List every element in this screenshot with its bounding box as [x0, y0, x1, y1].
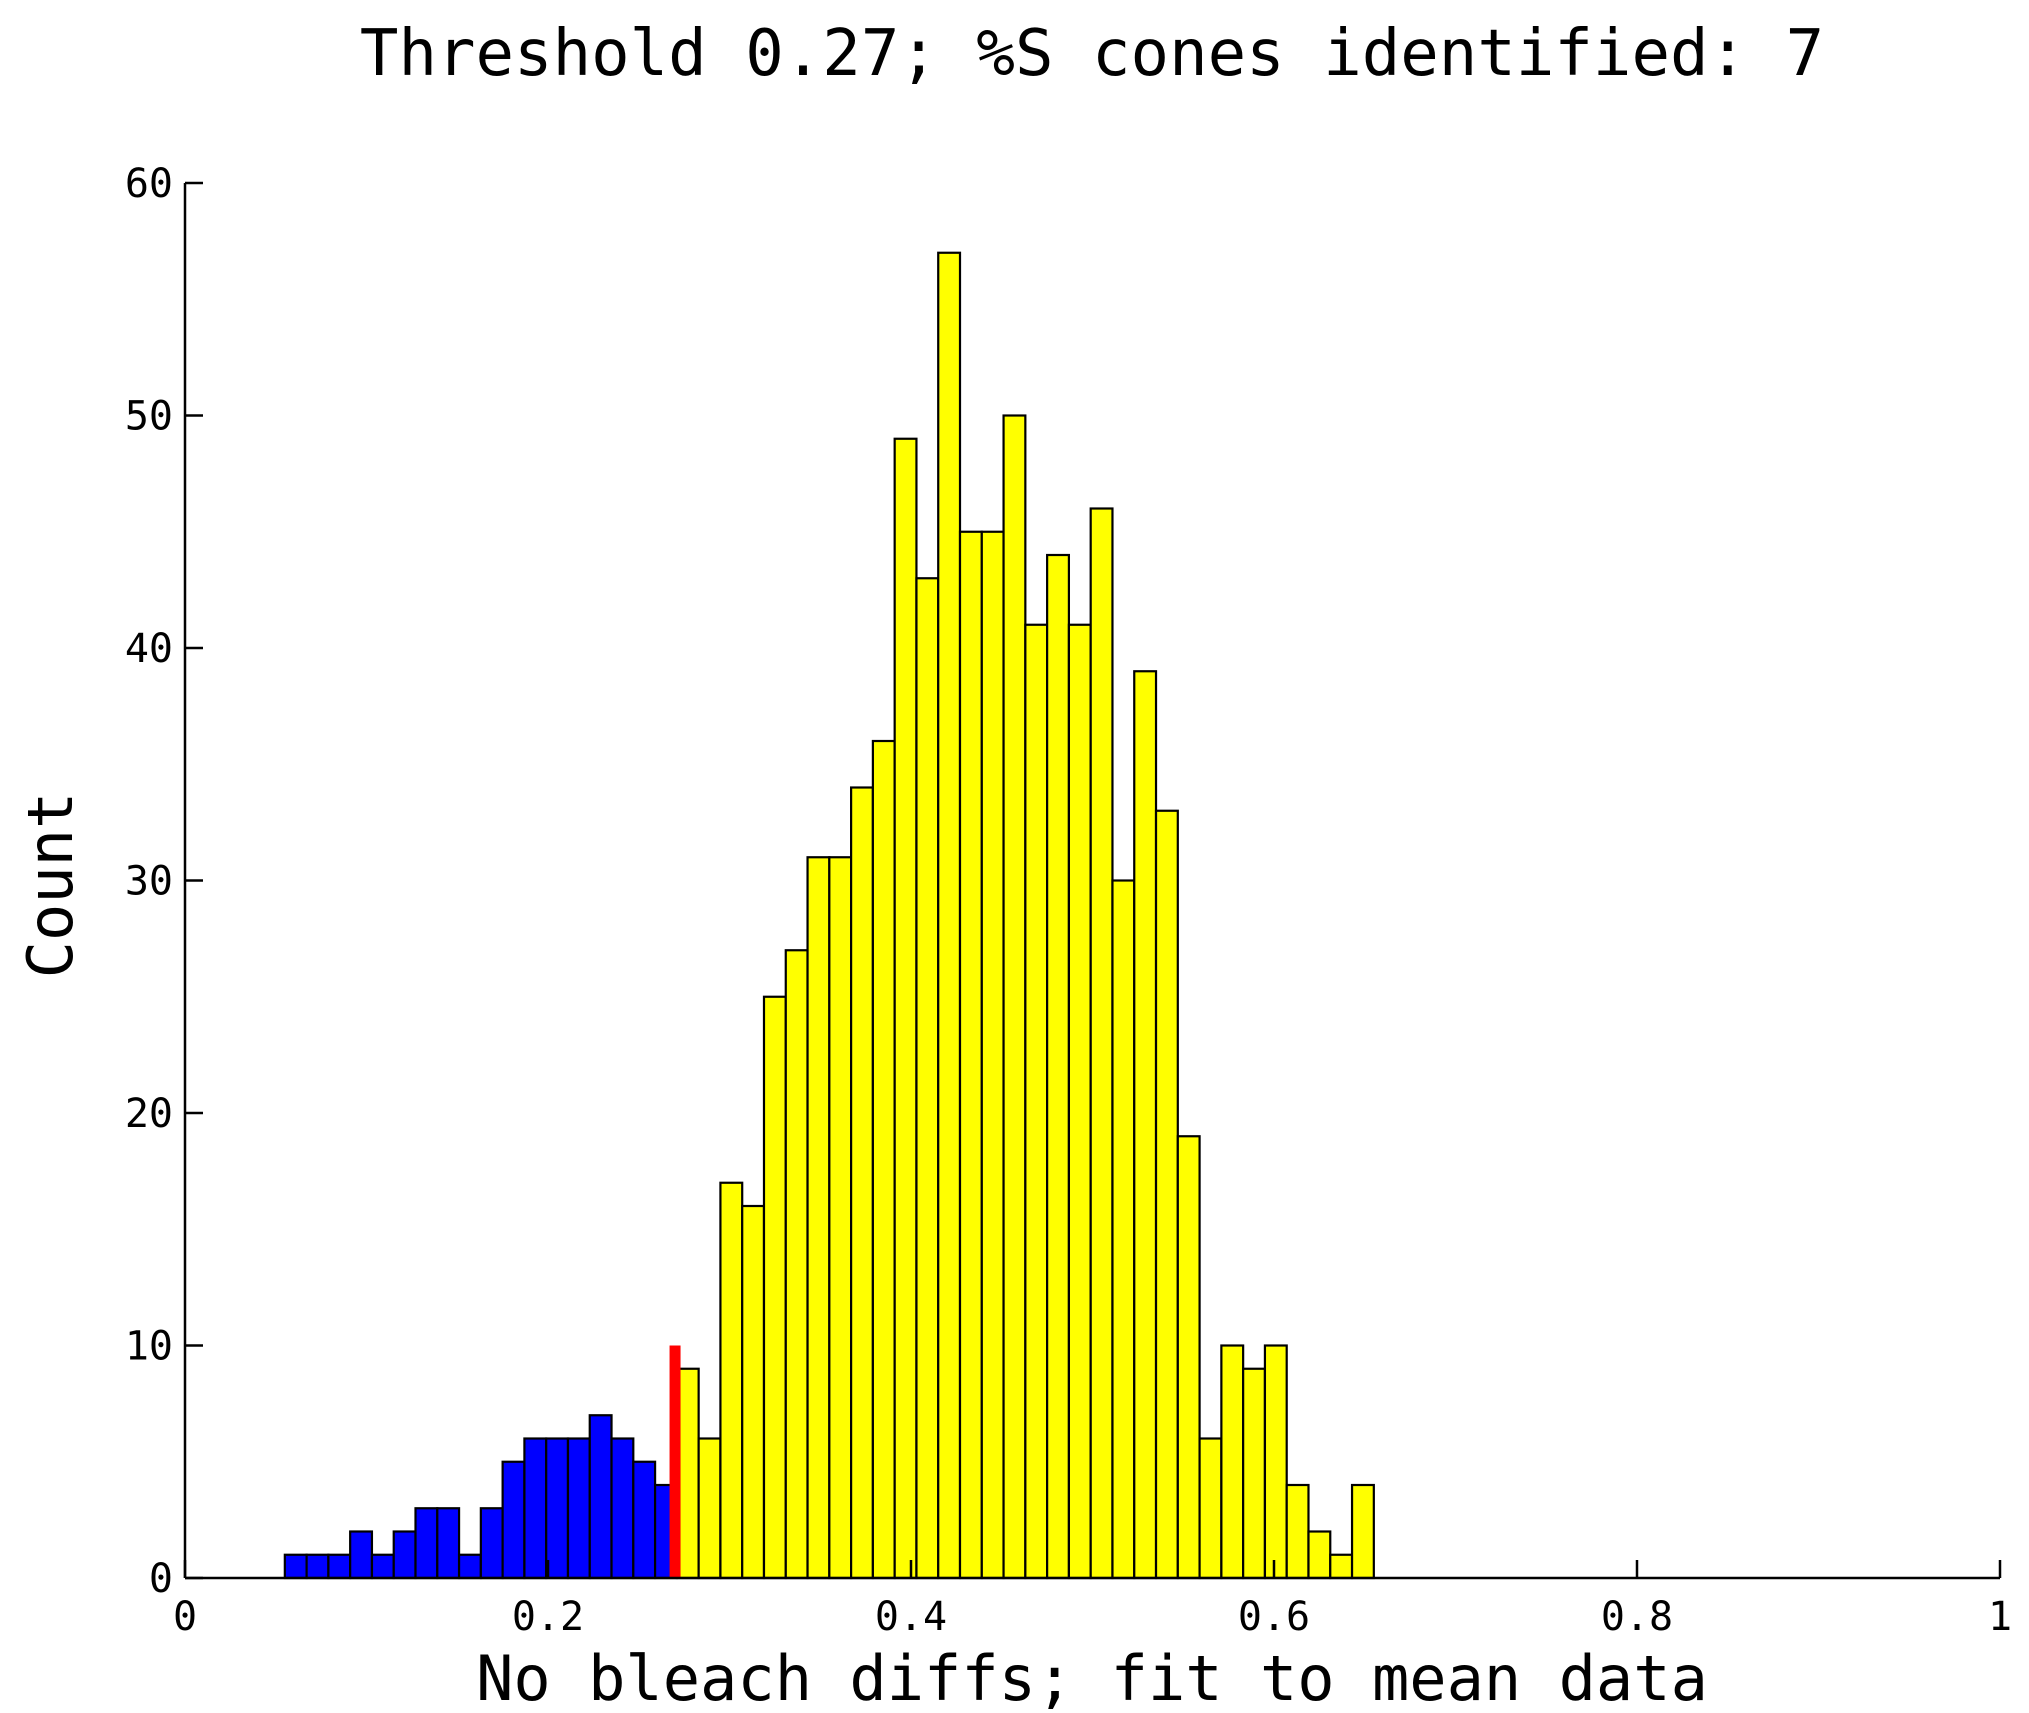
- bar: [1002, 414, 1027, 1580]
- bar: [1307, 1530, 1332, 1580]
- bar: [327, 1553, 352, 1580]
- y-tick-label: 10: [125, 1324, 173, 1370]
- bar: [1154, 809, 1179, 1580]
- x-tick-label: 0.8: [1601, 1594, 1673, 1640]
- x-tick-label: 0.4: [875, 1594, 947, 1640]
- x-tick-label: 1: [1988, 1594, 2012, 1640]
- bar: [566, 1437, 591, 1580]
- bar: [1198, 1437, 1223, 1580]
- y-tick-label: 60: [125, 161, 173, 207]
- bar: [806, 856, 831, 1580]
- bars-group: [283, 251, 1375, 1580]
- bar: [828, 856, 853, 1580]
- bar: [283, 1553, 308, 1580]
- bar: [1133, 670, 1158, 1580]
- bar: [719, 1181, 744, 1580]
- bar: [893, 437, 918, 1580]
- y-tick-label: 40: [125, 626, 173, 672]
- bar: [1263, 1344, 1288, 1580]
- bar: [414, 1507, 439, 1580]
- bar: [850, 786, 874, 1580]
- bar: [1111, 879, 1136, 1580]
- bar: [1329, 1553, 1354, 1580]
- x-axis-label: No bleach diffs; fit to mean data: [476, 1642, 1708, 1713]
- bar: [1285, 1483, 1310, 1580]
- bar: [1089, 507, 1114, 1580]
- bar: [1242, 1367, 1267, 1580]
- bar: [762, 995, 787, 1580]
- bar: [588, 1414, 613, 1580]
- bar: [632, 1460, 657, 1580]
- bar: [1046, 553, 1071, 1580]
- bar: [392, 1530, 417, 1580]
- bar: [958, 530, 983, 1580]
- bar: [871, 739, 896, 1580]
- x-tick-label: 0: [173, 1594, 197, 1640]
- bar: [980, 530, 1005, 1580]
- bar: [784, 949, 809, 1580]
- bar: [305, 1553, 330, 1580]
- bar: [349, 1530, 374, 1580]
- bar: [523, 1437, 548, 1580]
- bar: [479, 1507, 504, 1580]
- bar: [1067, 623, 1092, 1580]
- bar: [1350, 1483, 1375, 1580]
- bar: [1220, 1344, 1245, 1580]
- y-axis-label: Count: [14, 792, 87, 979]
- bar: [436, 1507, 461, 1580]
- y-tick-label: 50: [125, 394, 173, 440]
- chart-title: Threshold 0.27; %S cones identified: 7: [360, 17, 1824, 91]
- bar: [697, 1437, 722, 1580]
- bar: [545, 1437, 570, 1580]
- bar: [501, 1460, 526, 1580]
- bar: [1024, 623, 1049, 1580]
- x-tick-label: 0.2: [512, 1594, 584, 1640]
- y-tick-label: 0: [149, 1556, 173, 1602]
- bar: [370, 1553, 395, 1580]
- x-tick-label: 0.6: [1238, 1594, 1310, 1640]
- bar: [937, 251, 962, 1580]
- bar: [741, 1204, 766, 1580]
- bar: [1176, 1135, 1201, 1580]
- bar: [610, 1437, 635, 1580]
- bar: [915, 577, 940, 1580]
- y-tick-label: 20: [125, 1091, 173, 1137]
- bar: [457, 1553, 482, 1580]
- y-tick-label: 30: [125, 859, 173, 905]
